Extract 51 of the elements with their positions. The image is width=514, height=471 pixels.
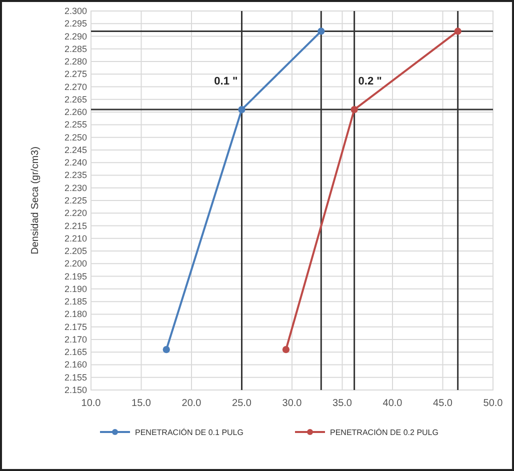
y-tick-label: 2.265 bbox=[64, 94, 87, 104]
y-tick-label: 2.165 bbox=[64, 347, 87, 358]
y-tick-label: 2.280 bbox=[64, 56, 87, 67]
y-tick-label: 2.270 bbox=[64, 82, 87, 92]
x-tick-label: 50.0 bbox=[483, 398, 504, 409]
x-tick-label: 25.0 bbox=[232, 398, 252, 409]
y-tick-label: 2.290 bbox=[64, 31, 87, 42]
y-tick-label: 2.240 bbox=[64, 158, 87, 168]
point bbox=[318, 28, 325, 35]
y-tick-label: 2.275 bbox=[64, 69, 87, 80]
annotation: 0.1 " bbox=[214, 76, 238, 88]
point bbox=[454, 28, 462, 35]
x-tick-label: 10.0 bbox=[81, 398, 102, 409]
annotation: 0.2 " bbox=[358, 76, 382, 88]
x-tick-label: 15.0 bbox=[132, 398, 152, 409]
y-tick-label: 2.170 bbox=[64, 334, 87, 344]
y-axis-title: Densidad Seca (gr/cm3) bbox=[30, 146, 41, 254]
x-tick-label: 30.0 bbox=[282, 398, 302, 409]
y-tick-label: 2.220 bbox=[64, 208, 87, 218]
x-tick-label: 40.0 bbox=[382, 398, 403, 409]
y-tick-label: 2.210 bbox=[64, 233, 87, 244]
y-tick-label: 2.230 bbox=[64, 182, 87, 193]
y-tick-label: 2.195 bbox=[64, 271, 87, 282]
y-tick-label: 2.225 bbox=[64, 196, 87, 206]
y-tick-label: 2.185 bbox=[64, 296, 87, 307]
y-tick-label: 2.190 bbox=[64, 284, 87, 294]
y-tick-label: 2.300 bbox=[64, 6, 87, 16]
x-tick-label: 45.0 bbox=[433, 398, 453, 409]
y-tick-label: 2.175 bbox=[64, 322, 87, 332]
y-tick-label: 2.260 bbox=[64, 107, 87, 118]
y-tick-label: 2.155 bbox=[64, 372, 87, 382]
y-tick-label: 2.150 bbox=[64, 385, 87, 395]
x-tick-label: 20.0 bbox=[182, 398, 202, 409]
y-tick-label: 2.215 bbox=[64, 220, 87, 231]
y-tick-label: 2.250 bbox=[64, 132, 87, 142]
point bbox=[162, 346, 170, 354]
y-tick-label: 2.205 bbox=[64, 246, 87, 256]
y-tick-label: 2.285 bbox=[64, 44, 87, 54]
point bbox=[238, 106, 246, 114]
y-tick-label: 2.180 bbox=[64, 309, 87, 320]
y-tick-label: 2.160 bbox=[64, 360, 87, 370]
legend-label: PENETRACIÓN DE 0.2 PULG bbox=[330, 428, 438, 437]
y-tick-label: 2.245 bbox=[64, 144, 87, 155]
y-tick-label: 2.255 bbox=[64, 120, 87, 130]
y-tick-label: 2.235 bbox=[64, 170, 87, 180]
legend-label: PENETRACIÓN DE 0.1 PULG bbox=[135, 428, 244, 437]
point bbox=[350, 106, 358, 114]
x-tick-label: 35.0 bbox=[332, 398, 352, 409]
point bbox=[282, 346, 290, 354]
y-tick-label: 2.295 bbox=[64, 18, 87, 29]
y-tick-label: 2.200 bbox=[64, 258, 87, 269]
